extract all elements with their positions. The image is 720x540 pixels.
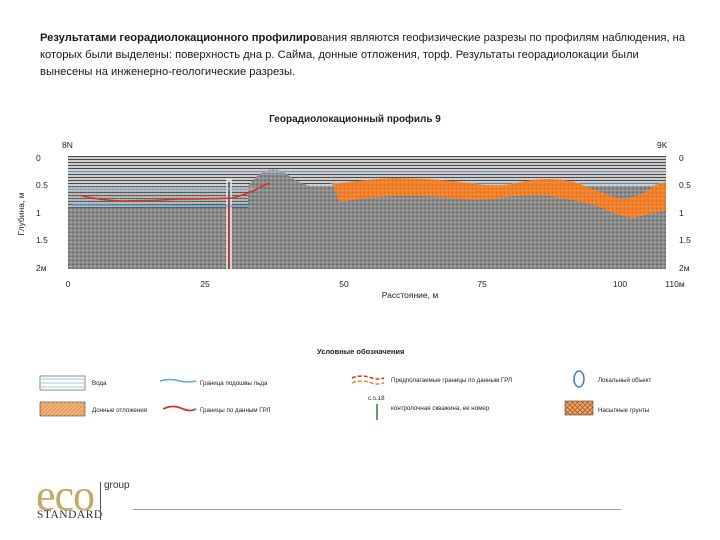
water-swatch-icon <box>39 375 86 391</box>
legend-label: Вода <box>92 380 107 387</box>
dashed-boundary-line-icon <box>351 375 385 385</box>
legend-label: Граница подошвы льда <box>200 380 268 387</box>
distance-tick: 0 <box>66 279 71 289</box>
legend-title: Условные обозначения <box>317 347 404 356</box>
depth-tick: 2м <box>36 263 47 273</box>
depth-tick: 0.5 <box>679 180 691 190</box>
sediment-layer <box>332 178 666 218</box>
logo-eco-text: eco <box>36 471 95 520</box>
depth-tick: 2м <box>679 263 690 273</box>
right-station-label: 9K <box>657 140 668 150</box>
y-axis-label: Глубина, м <box>16 192 26 235</box>
borehole-tag: c.s.18 <box>368 395 385 402</box>
legend-item-gpr: Границы по данным ГРЛ <box>162 405 270 414</box>
distance-tick: 50 <box>339 279 349 289</box>
sediment-swatch-icon <box>39 401 86 417</box>
ecostandard-logo: eco STANDARD group <box>36 471 136 524</box>
logo-standard-text: STANDARD <box>37 509 103 521</box>
distance-tick: 100 <box>613 279 627 289</box>
depth-tick: 0.5 <box>36 180 48 190</box>
legend-item-local: Локальный объект <box>573 370 652 388</box>
legend-label: Донные отложения <box>92 407 147 414</box>
legend-item-ice: Граница подошвы льда <box>159 378 268 387</box>
depth-axis-left: 0 0.5 1 1.5 2м <box>36 153 48 273</box>
legend-label: Насыпные грунты <box>598 407 650 414</box>
legend-label: контролочная скважина, ее номер <box>391 405 490 412</box>
legend-item-sediment: Донные отложения <box>39 401 147 417</box>
distance-tick: 110м <box>665 279 685 289</box>
profile-title: Георадиолокационный профиль 9 <box>269 113 441 125</box>
fill-soil-swatch-icon <box>564 400 594 416</box>
left-station-label: 8N <box>62 140 73 150</box>
distance-axis: 0 25 50 75 100 110м <box>66 279 685 289</box>
depth-tick: 1.5 <box>679 235 691 245</box>
gpr-boundary-line <box>81 182 271 202</box>
legend-label: Предполагаемые границы по данным ГРЛ <box>391 377 512 384</box>
intro-paragraph: Результатами георадиолокационного профил… <box>40 30 690 81</box>
legend: Вода Граница подошвы льда Предполагаемые… <box>39 370 652 420</box>
logo-group-text: group <box>104 480 130 491</box>
gpr-boundary-line-icon <box>162 405 197 412</box>
legend-label: Границы по данным ГРЛ <box>200 407 270 414</box>
intro-bold-text: Результатами георадиолокационного профил… <box>40 32 317 44</box>
ice-boundary-line-icon <box>159 378 197 383</box>
intro-rest-text: вания являются геофизические разрезы по … <box>40 32 686 78</box>
ice-boundary-line <box>71 204 251 207</box>
depth-tick: 1 <box>679 208 684 218</box>
depth-tick: 0 <box>36 153 41 163</box>
legend-label: Локальный объект <box>598 377 652 384</box>
logo-divider <box>100 482 101 520</box>
legend-item-borehole: c.s.18 контролочная скважина, ее номер <box>368 395 490 420</box>
x-axis-label: Расстояние, м <box>382 290 439 300</box>
depth-axis-right: 0 0.5 1 1.5 2м <box>679 153 691 273</box>
distance-tick: 75 <box>477 279 487 289</box>
depth-tick: 0 <box>679 153 684 163</box>
legend-item-dashed: Предполагаемые границы по данным ГРЛ <box>351 375 512 385</box>
distance-tick: 25 <box>200 279 210 289</box>
depth-tick: 1 <box>36 208 41 218</box>
local-object-icon <box>573 370 585 388</box>
legend-item-water: Вода <box>39 375 107 391</box>
legend-item-fill: Насыпные грунты <box>564 400 650 416</box>
footer-divider <box>133 509 621 510</box>
radargram <box>68 156 666 269</box>
depth-tick: 1.5 <box>36 235 48 245</box>
